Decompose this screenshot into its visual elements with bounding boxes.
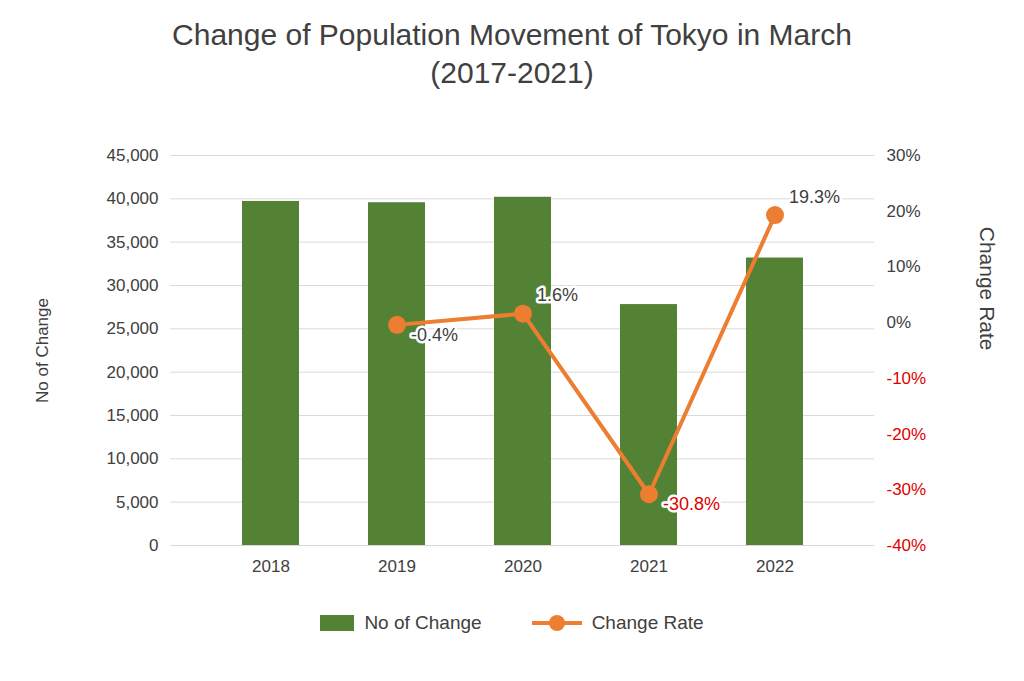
svg-text:35,000: 35,000 [107,233,159,252]
svg-text:0%: 0% [887,313,912,332]
svg-text:-10%: -10% [887,369,927,388]
svg-text:15,000: 15,000 [107,406,159,425]
svg-text:20,000: 20,000 [107,363,159,382]
svg-text:2022: 2022 [756,557,794,576]
svg-text:25,000: 25,000 [107,319,159,338]
svg-text:2020: 2020 [504,557,542,576]
svg-text:2019: 2019 [378,557,416,576]
html-text:Change Rate: Change Rate [591,612,704,633]
svg-text:10%: 10% [887,257,921,276]
svg-text:2018: 2018 [252,557,290,576]
svg-text:45,000: 45,000 [107,146,159,165]
svg-text:No of Change: No of Change [33,298,52,403]
svg-text:10,000: 10,000 [107,449,159,468]
svg-text:40,000: 40,000 [107,189,159,208]
svg-text:-40%: -40% [887,536,927,555]
svg-text:-30%: -30% [887,480,927,499]
svg-text:30%: 30% [887,146,921,165]
svg-text:1.6%: 1.6% [537,285,578,305]
svg-text:5,000: 5,000 [116,493,159,512]
svg-text:-0.4%: -0.4% [411,325,458,345]
svg-text:2021: 2021 [630,557,668,576]
svg-text:30,000: 30,000 [107,276,159,295]
html-text:Change of Population Movement: Change of Population Movement of Tokyo i… [172,18,852,89]
svg-text:-30.8%: -30.8% [663,494,720,514]
svg-text:0: 0 [149,536,158,555]
svg-text:-20%: -20% [887,425,927,444]
svg-text:Change Rate: Change Rate [976,227,999,351]
svg-text:19.3%: 19.3% [789,187,840,207]
html-text:No of Change: No of Change [364,612,482,633]
svg-text:20%: 20% [887,202,921,221]
